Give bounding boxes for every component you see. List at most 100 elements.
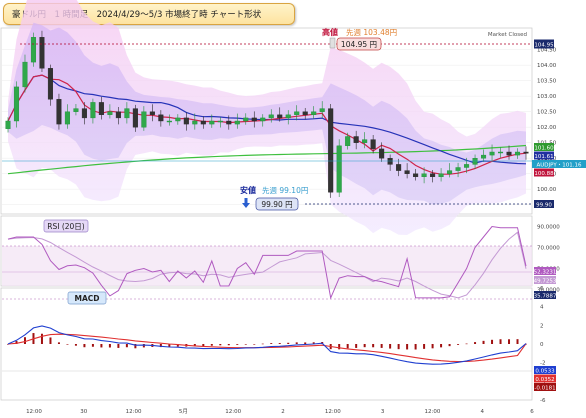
low-prev-week: 先週 99.10円 [262,185,308,195]
macd-tick-label: 6 [540,286,544,292]
macd-histogram-bar [227,344,230,346]
candle-body [268,114,274,119]
candle-body [30,37,37,63]
candle-body [107,111,113,115]
candle-body [73,108,79,112]
candle-body [5,120,11,129]
bollinger-inner-band [8,22,526,205]
time-tick-label: 6 [530,409,534,415]
macd-histogram-bar [193,344,196,347]
price-tick-label: 103.00 [537,94,557,100]
macd-tick-label: 2 [540,323,544,329]
macd-histogram-bar [219,344,222,346]
candle-body [90,102,96,119]
red-ma-badge-text: 100.88 [534,171,554,177]
time-tick-label: 3 [381,409,385,415]
macd-histogram-bar [474,342,477,344]
candle-body [13,86,20,122]
candle-body [421,173,427,177]
rsi-low-badge [534,291,556,299]
red-ma-badge [534,168,554,177]
macd-histogram-bar [287,342,290,344]
candle-body [183,117,189,125]
macd-histogram-bar [134,344,137,349]
low-annotation: 安値 先週 99.10円 99.90 円 [240,185,308,211]
macd-histogram-bar [312,342,315,344]
candle-body [251,117,257,122]
candle-body [22,61,28,88]
macd-histogram-bar [176,344,179,347]
macd-histogram-bar [431,344,434,349]
time-tick-label: 30 [80,409,87,415]
time-tick-label: 12:00 [225,409,241,415]
price-tick-label: 103.50 [537,79,557,85]
macd-label-box [67,291,107,305]
macd-histogram-bar [465,343,468,345]
candle-body [506,151,512,156]
macd-histogram-bar [91,344,94,347]
time-tick-label: 12:00 [26,409,42,415]
rsi-label-box [43,219,89,233]
candle-body [98,102,104,116]
candle-body [285,114,291,119]
candle-body [396,164,402,171]
rsi-signal-line [7,231,527,299]
rsi-signal-badge-text: 49.7253 [534,279,557,285]
price-tick-label: 102.50 [537,110,557,116]
macd-panel [0,287,533,401]
candle-body [56,99,62,125]
candle-body [209,120,215,125]
macd-histogram-bar [253,344,256,345]
macd-badge-2-text: 0.0352 [535,377,554,383]
high-badge-text: 104.95 [534,43,554,49]
macd-histogram-bar [108,344,111,348]
macd-histogram-bar [482,340,485,344]
rsi-label: RSI (20日) [47,222,85,231]
candle-body [328,108,334,193]
candle-body [115,111,121,119]
low-badge [534,200,554,208]
rsi-shaded-zone [2,246,532,286]
candle-body [379,148,385,159]
candle-body [302,111,308,115]
high-value-box [336,37,382,51]
candle-body [166,120,172,123]
time-tick-label: 12:00 [424,409,440,415]
macd-badge-1 [534,366,556,374]
macd-histogram-bar [457,344,460,345]
low-badge-text: 99.90 [536,203,552,209]
market-status: Market Closed [488,32,527,38]
candle-body [413,173,419,177]
macd-histogram-bar [380,344,383,348]
macd-badge-1-text: 0.0533 [535,369,555,375]
macd-signal-line [7,333,527,363]
macd-histogram-bar [270,343,273,344]
macd-histogram [7,333,527,350]
time-tick-label: 2 [281,409,285,415]
low-label: 安値 [240,185,256,195]
macd-histogram-bar [100,344,103,348]
macd-badge-3-text: -0.0181 [534,386,555,392]
candle-body [430,173,436,177]
rsi-tick-label: 90.0000 [537,225,560,231]
time-tick-label: 5月 [179,408,188,415]
macd-histogram-bar [414,344,417,350]
macd-histogram-bar [168,344,171,348]
candle-body [200,120,206,125]
macd-histogram-bar [440,344,443,348]
high-value: 104.95 円 [341,40,377,49]
macd-histogram-bar [7,344,9,345]
macd-histogram-bar [389,344,392,349]
time-tick-label: 12:00 [325,409,341,415]
candle-body [455,167,461,171]
candle-body [243,117,249,122]
macd-histogram-bar [355,344,358,348]
high-marker [329,37,336,49]
rsi-tick-label: 70.0000 [537,246,560,252]
candle-body [345,136,351,147]
candle-body [336,145,342,193]
macd-label: MACD [75,294,100,303]
up-arrow-icon [242,198,250,208]
price-badges: 104.95 101.60 101.61 AUDJPY・101.16 100.8… [532,39,586,209]
